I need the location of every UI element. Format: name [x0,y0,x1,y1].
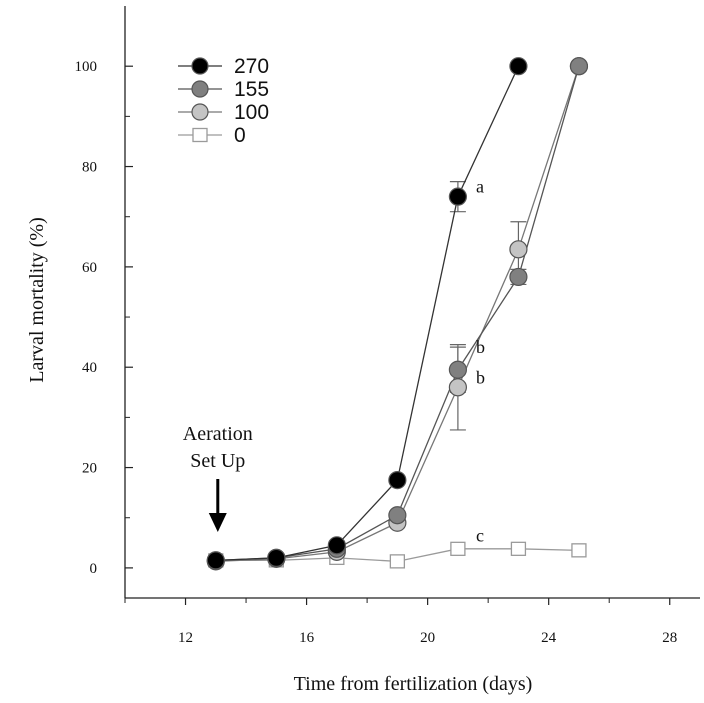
data-point-270 [267,548,286,567]
data-point-0 [389,554,406,569]
series-points [206,57,589,571]
legend-label: 0 [234,124,246,147]
data-point-0 [571,543,587,558]
x-tick-label: 16 [299,630,315,646]
data-point-155 [569,57,589,76]
significance-label: c [476,525,484,545]
x-tick-label: 12 [178,630,193,646]
data-point-155 [388,506,407,525]
aeration-label: Set Up [190,450,245,472]
data-point-155 [509,267,528,287]
x-tick-label: 28 [662,630,677,646]
x-tick-label: 20 [420,630,435,646]
significance-label: b [476,337,485,357]
data-point-0 [450,541,466,556]
data-point-0 [510,541,527,556]
significance-label: b [476,367,485,387]
data-point-270 [206,551,225,570]
legend-label: 155 [234,78,269,101]
legend-label: 270 [234,55,269,78]
data-point-270 [509,57,528,76]
y-tick-label: 40 [82,360,97,376]
data-point-155 [448,360,467,379]
axis-ticks: 0 20 40 60 80 100 12 16 20 24 28 [75,59,678,646]
significance-label: a [476,177,484,197]
legend-marker [191,103,209,121]
y-tick-label: 60 [82,260,97,276]
x-axis-label: Time from fertilization (days) [294,673,533,695]
y-tick-label: 0 [90,561,98,577]
series-line-270 [215,65,520,562]
legend-marker [191,57,209,75]
data-point-270 [327,536,346,555]
legend-marker [191,80,209,98]
annotations: a bb c Aeration Set Up [183,177,485,546]
y-tick-label: 80 [82,160,97,176]
y-tick-label: 100 [75,59,98,75]
data-point-270 [448,187,467,206]
y-axis-label: Larval mortality (%) [26,217,48,383]
x-tick-label: 24 [541,630,557,646]
legend-marker [192,127,208,143]
aeration-label: Aeration [183,423,253,445]
data-point-100 [509,240,528,259]
plot-frame [124,6,700,599]
data-point-100 [448,378,467,397]
aeration-arrow-head [208,513,227,532]
data-point-270 [388,471,407,490]
y-tick-label: 20 [82,461,97,477]
legend-label: 100 [234,101,269,124]
